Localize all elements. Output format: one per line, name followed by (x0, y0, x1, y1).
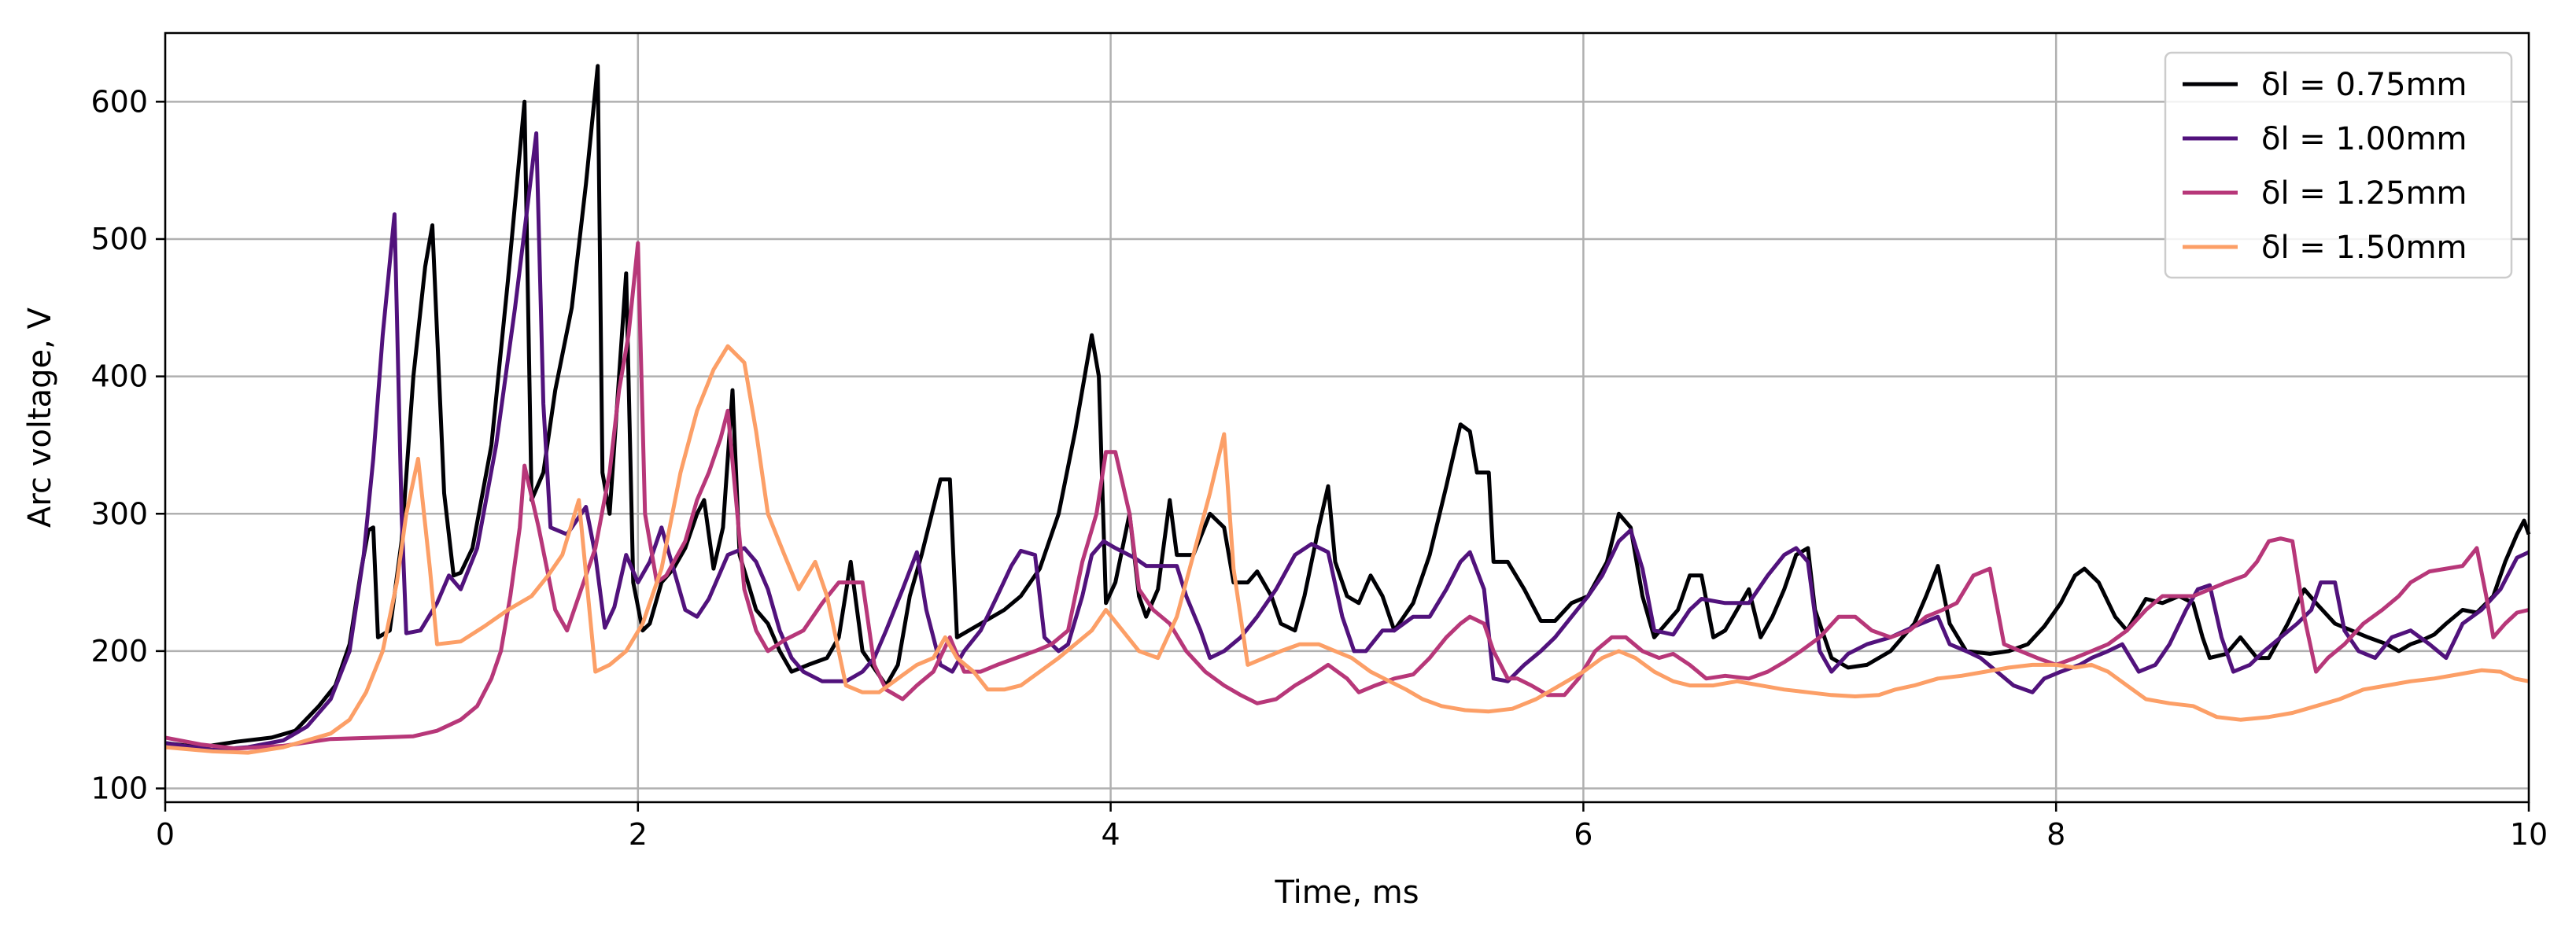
x-tick-label: 2 (629, 817, 648, 852)
y-tick-label: 200 (90, 634, 148, 668)
x-tick-label: 10 (2510, 817, 2548, 852)
y-tick-label: 500 (90, 222, 148, 256)
series-line-2 (164, 131, 2530, 753)
series-line-1 (164, 64, 2531, 749)
legend-label-3: δl = 1.25mm (2261, 175, 2467, 212)
legend-box (2164, 51, 2513, 279)
legend: δl = 0.75mm δl = 1.00mm δl = 1.25mm δl = 1.… (2164, 51, 2513, 279)
x-tick-label: 8 (2046, 817, 2065, 852)
y-axis-ticks: 100 200 300 400 500 600 (90, 84, 165, 806)
y-tick-label: 600 (90, 84, 148, 119)
y-tick-label: 400 (90, 359, 148, 394)
y-tick-label: 100 (90, 771, 148, 806)
x-axis-ticks: 0 2 4 6 8 10 (156, 802, 2548, 852)
series-line-3 (164, 241, 2530, 751)
x-axis-label: Time, ms (1274, 875, 1419, 911)
grid-lines (164, 33, 2530, 802)
legend-label-1: δl = 0.75mm (2261, 67, 2467, 103)
x-tick-label: 6 (1574, 817, 1592, 852)
plot-frame (164, 31, 2530, 804)
x-tick-label: 0 (156, 817, 175, 852)
legend-label-4: δl = 1.50mm (2261, 230, 2467, 266)
x-tick-label: 4 (1102, 817, 1120, 852)
legend-label-2: δl = 1.00mm (2261, 121, 2467, 157)
series-line-4 (164, 344, 2530, 755)
y-axis-label: Arc voltage, V (22, 307, 58, 528)
series-layer (164, 64, 2531, 755)
y-tick-label: 300 (90, 496, 148, 531)
